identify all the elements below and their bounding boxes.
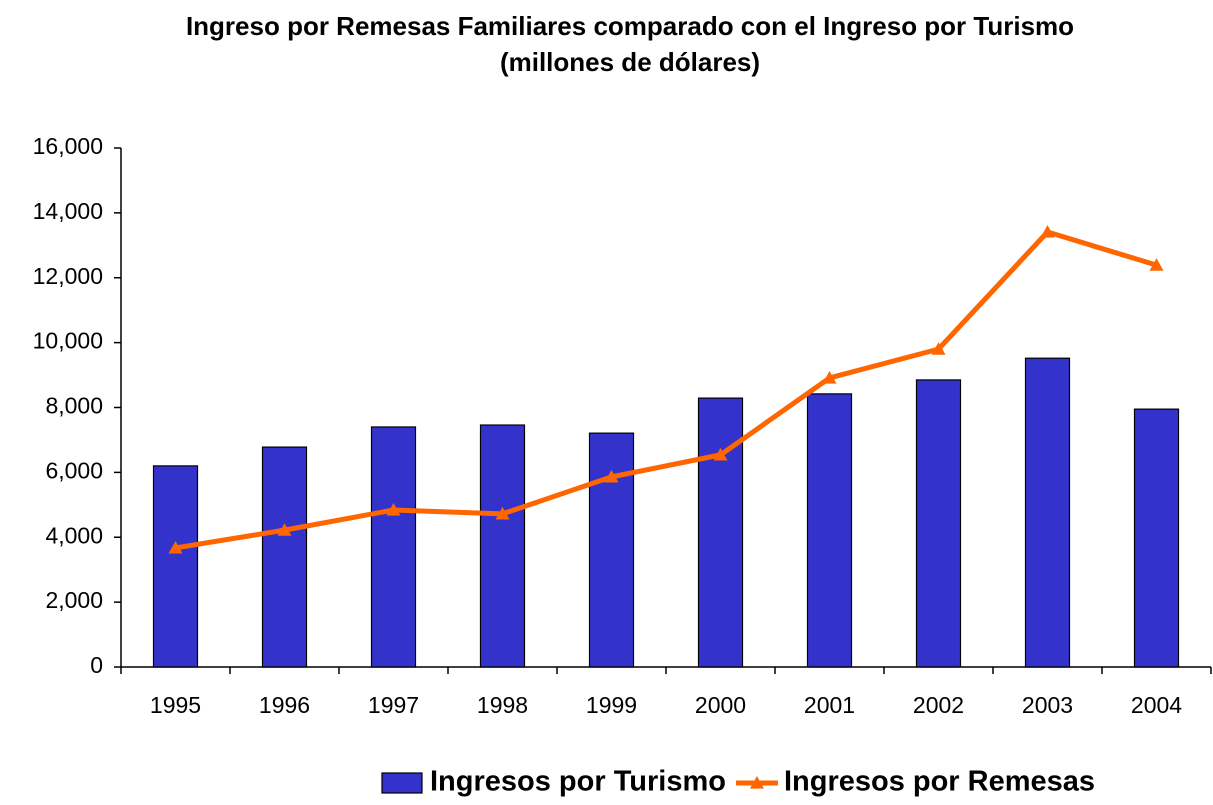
- x-tick-label: 1996: [259, 692, 310, 718]
- legend-marker: [749, 776, 764, 789]
- marker: [822, 370, 837, 384]
- x-tick-label: 1999: [586, 692, 637, 718]
- y-tick-label: 4,000: [45, 522, 103, 548]
- title-block: Ingreso por Remesas Familiares comparado…: [140, 8, 1120, 80]
- marker: [495, 506, 510, 520]
- bar: [588, 432, 635, 668]
- legend-swatch: [381, 772, 423, 794]
- y-tick-label: 16,000: [33, 133, 103, 159]
- marker: [277, 523, 292, 536]
- x-tick-label: 2004: [1131, 692, 1182, 718]
- x-tick-label: 2003: [1022, 692, 1073, 718]
- marker: [604, 469, 619, 483]
- y-tick-label: 0: [90, 652, 103, 678]
- x-tick-label: 2002: [913, 692, 964, 718]
- marker: [168, 540, 183, 554]
- y-tick-label: 8,000: [45, 393, 103, 419]
- x-tick-label: 1998: [477, 692, 528, 718]
- y-tick-label: 6,000: [45, 457, 103, 483]
- x-tick-label: 2001: [804, 692, 855, 718]
- bar: [479, 424, 526, 668]
- marker: [931, 342, 946, 355]
- y-tick-label: 14,000: [33, 198, 103, 224]
- chart-title: Ingreso por Remesas Familiares comparado…: [185, 11, 1075, 41]
- marker: [386, 503, 401, 516]
- x-tick-label: 1995: [150, 692, 201, 718]
- bar: [697, 397, 744, 668]
- bar: [915, 379, 962, 668]
- x-tick-label: 1997: [368, 692, 419, 718]
- x-tick-label: 2000: [695, 692, 746, 718]
- bar: [370, 426, 417, 668]
- marker: [713, 447, 728, 461]
- marker: [1149, 258, 1164, 271]
- bar: [152, 465, 199, 668]
- y-tick-label: 10,000: [33, 328, 103, 354]
- y-tick-label: 2,000: [45, 587, 103, 613]
- legend-label: Ingresos por Remesas: [784, 766, 1095, 798]
- bar: [806, 393, 853, 668]
- marker: [1040, 225, 1055, 238]
- bar: [261, 446, 308, 668]
- chart-subtitle: (millones de dólares): [499, 47, 761, 77]
- legend-label: Ingresos por Turismo: [430, 766, 726, 798]
- y-tick-label: 12,000: [33, 263, 103, 289]
- bar: [1133, 408, 1180, 668]
- line: [175, 229, 1158, 551]
- bar: [1024, 357, 1071, 668]
